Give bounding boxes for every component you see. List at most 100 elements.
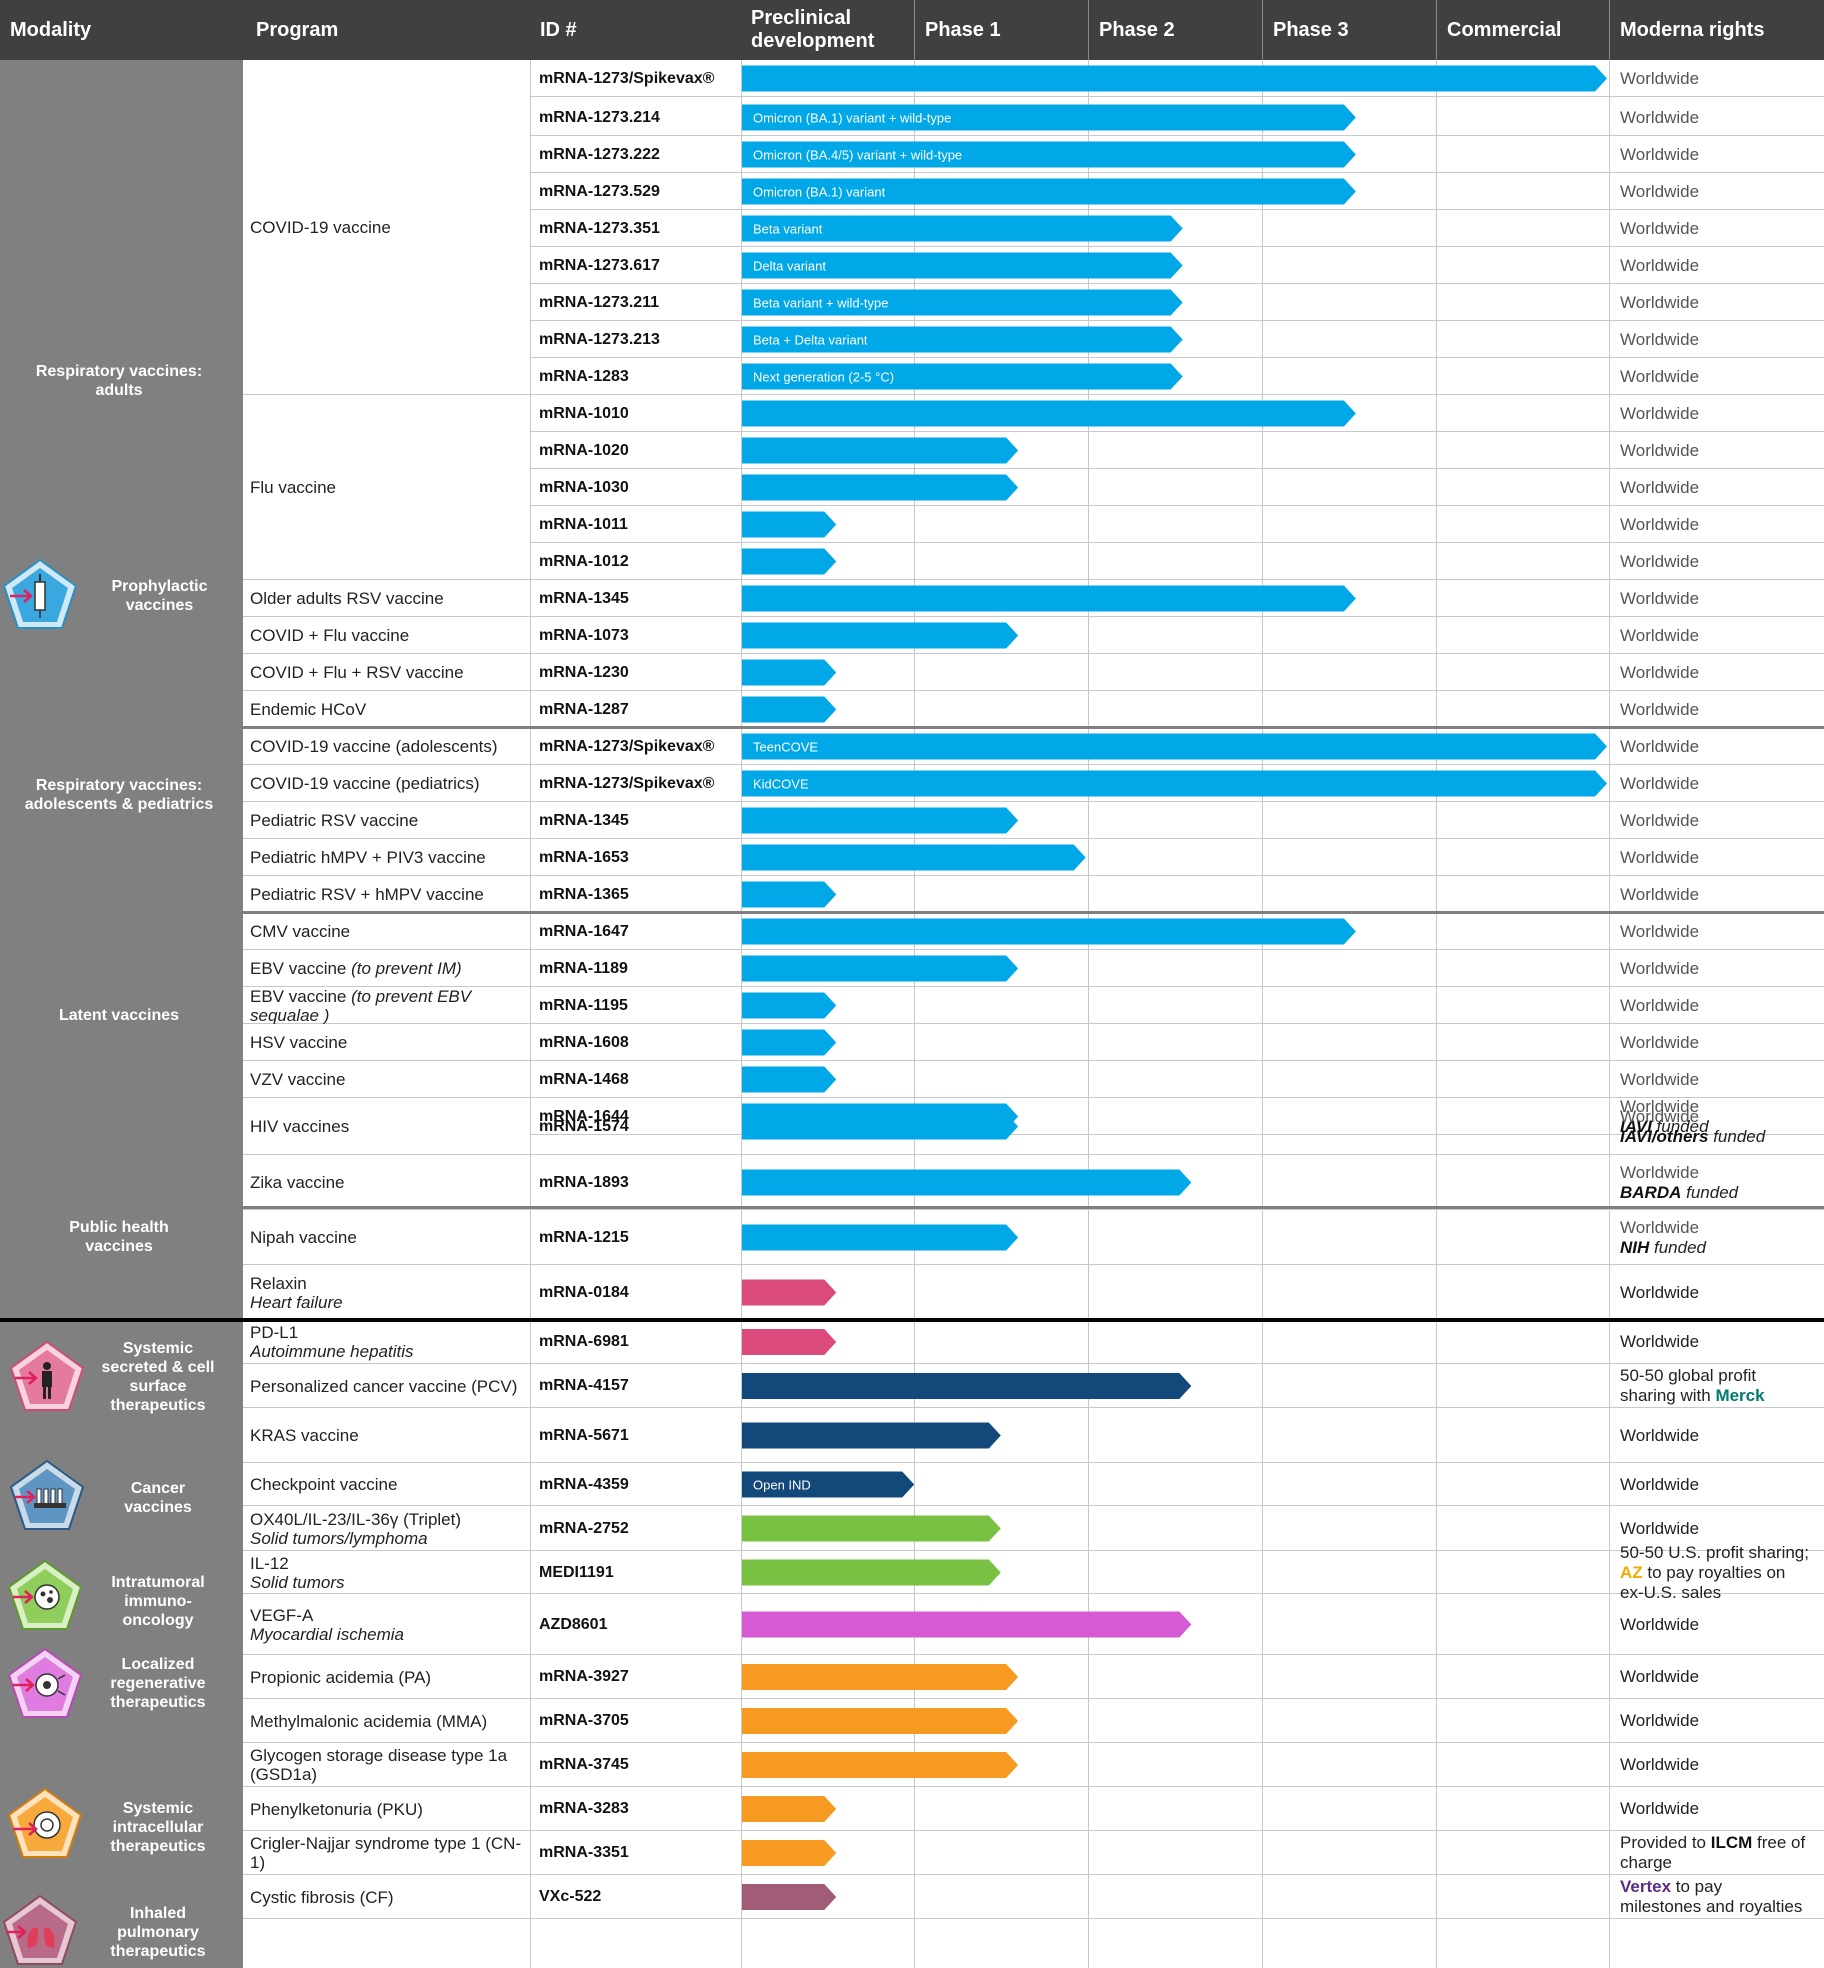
rights-text: Worldwide: [1620, 514, 1700, 534]
pipeline-bar-label: Beta + Delta variant: [753, 333, 868, 348]
pipeline-bar: [742, 65, 1607, 92]
program-name-text: Zika vaccine: [250, 1173, 345, 1192]
header-preclinical-line2: development: [751, 30, 875, 52]
pipeline-bar: [742, 622, 1019, 649]
program-name: HIV vaccines: [250, 1098, 526, 1155]
row-divider: [243, 1407, 1824, 1408]
header-bar: Modality Program ID # Preclinical develo…: [0, 0, 1824, 60]
program-name: Methylmalonic acidemia (MMA): [250, 1699, 526, 1743]
grid-vline: [530, 60, 531, 1968]
rights-cell: Worldwide: [1620, 432, 1822, 469]
rights-text: Worldwide: [1620, 1518, 1700, 1538]
pipeline-bar: [742, 1664, 1019, 1690]
program-name-text: Checkpoint vaccine: [250, 1475, 398, 1494]
rights-text: Worldwide: [1620, 958, 1700, 978]
program-id: mRNA-1273/Spikevax®: [539, 69, 715, 87]
rights-cell: Worldwide BARDA funded: [1620, 1155, 1822, 1210]
modality-intratumoral-l2: immuno-: [124, 1593, 192, 1610]
program-name-text: IL-12: [250, 1553, 289, 1573]
program-name-text: Older adults RSV vaccine: [250, 589, 444, 608]
program-name-text: Personalized cancer vaccine (PCV): [250, 1376, 518, 1396]
rights-text: Worldwide: [1620, 107, 1700, 127]
program-name-text: VZV vaccine: [250, 1070, 346, 1089]
pipeline-bar: [742, 844, 1086, 871]
rights-cell: Worldwide: [1620, 1408, 1822, 1463]
program-name-text: Cystic fibrosis (CF): [250, 1887, 394, 1907]
rights-cell: Worldwide: [1620, 728, 1822, 765]
program-name: Relaxin Heart failure: [250, 1265, 526, 1320]
program-id: mRNA-1215: [539, 1228, 629, 1246]
program-id: mRNA-1273.213: [539, 330, 660, 348]
program-id: AZD8601: [539, 1615, 608, 1633]
program-id: mRNA-3351: [539, 1844, 629, 1861]
modality-cancer: Cancer vaccines: [92, 1479, 224, 1517]
program-name-text: Nipah vaccine: [250, 1228, 357, 1247]
row-divider: [243, 1154, 1824, 1155]
pipeline-bar: [742, 1422, 1001, 1449]
program-name: Pediatric hMPV + PIV3 vaccine: [250, 839, 526, 876]
rights-cell: Vertex to pay milestones and royalties: [1620, 1877, 1803, 1916]
pipeline-bar: [742, 807, 1019, 834]
program-name: COVID + Flu vaccine: [250, 617, 526, 654]
program-id: mRNA-1345: [539, 589, 629, 607]
program-id: mRNA-1273/Spikevax®: [539, 737, 715, 755]
pipeline-bar: [742, 1611, 1192, 1638]
program-id: mRNA-3705: [539, 1712, 629, 1729]
program-name: Checkpoint vaccine: [250, 1463, 526, 1506]
rights-cell: Worldwide: [1620, 1463, 1822, 1506]
grid-vline: [1609, 60, 1610, 1968]
row-divider: [243, 1786, 1824, 1787]
pipeline-bar: [742, 733, 1607, 760]
program-id: mRNA-1012: [539, 552, 629, 570]
rights-cell: Worldwide: [1620, 1061, 1822, 1098]
grid-vline: [914, 60, 915, 1968]
pipeline-bar: [742, 1329, 837, 1355]
modality-intracellular-l2: intracellular: [112, 1819, 204, 1836]
program-id: mRNA-1283: [539, 367, 629, 385]
row-divider: [530, 431, 1824, 432]
modality-resp-adults-l1: Respiratory vaccines:: [35, 363, 203, 380]
program-name-text: Methylmalonic acidemia (MMA): [250, 1711, 488, 1731]
program-name-text: COVID-19 vaccine: [250, 218, 391, 237]
rights-cell: Worldwide: [1620, 173, 1822, 210]
row-divider: [243, 875, 1824, 876]
program-name: VZV vaccine: [250, 1061, 526, 1098]
program-name: Crigler-Najjar syndrome type 1 (CN-1): [250, 1831, 526, 1875]
rights-text: Worldwide: [1620, 1799, 1700, 1818]
pipeline-bar-label: TeenCOVE: [753, 740, 818, 755]
pipeline-bar: [742, 1029, 837, 1056]
rights-text: Worldwide: [1620, 1614, 1700, 1634]
program-indication: Autoimmune hepatitis: [250, 1342, 414, 1361]
program-name: PD-L1 Autoimmune hepatitis: [250, 1320, 526, 1364]
pipeline-bar: [742, 1471, 915, 1498]
rights-cell: Worldwide: [1620, 99, 1822, 136]
rights-cell: Worldwide: [1620, 839, 1822, 876]
rights-text: Worldwide: [1620, 1425, 1700, 1445]
rights-text: Worldwide: [1620, 144, 1700, 164]
pipeline-bar: [742, 548, 837, 575]
row-divider: [243, 1264, 1824, 1265]
rights-text: Worldwide: [1620, 773, 1700, 793]
program-id: mRNA-1230: [539, 663, 629, 681]
program-name-text: EBV vaccine (to prevent IM): [250, 959, 462, 978]
program-id: mRNA-1608: [539, 1033, 629, 1051]
program-name: COVID-19 vaccine (pediatrics): [250, 765, 526, 802]
pipeline-bar: [742, 1279, 837, 1306]
program-name: Pediatric RSV + hMPV vaccine: [250, 876, 526, 913]
modality-regenerative-l1: Localized: [121, 1656, 195, 1673]
modality-resp-adults-l2: adults: [95, 382, 143, 399]
pipeline-bar: [742, 474, 1019, 501]
rights-cell: Worldwide IAVI funded: [1620, 1097, 1822, 1136]
funding-note: IAVI funded: [1620, 1116, 1709, 1136]
program-indication: Myocardial ischemia: [250, 1624, 404, 1644]
program-name-text: Pediatric RSV + hMPV vaccine: [250, 885, 484, 904]
pipeline-bar: [742, 992, 837, 1019]
pipeline-bar: [742, 1796, 837, 1822]
program-name-text: COVID + Flu + RSV vaccine: [250, 663, 464, 682]
pipeline-bar-label: Omicron (BA.1) variant + wild-type: [753, 111, 951, 126]
funding-note: BARDA funded: [1620, 1182, 1739, 1202]
modality-resp-peds-l2: adolescents & pediatrics: [24, 796, 214, 813]
rights-text: Worldwide: [1620, 1711, 1700, 1730]
pipeline-bar: [742, 1066, 837, 1093]
program-name: Phenylketonuria (PKU): [250, 1787, 526, 1831]
